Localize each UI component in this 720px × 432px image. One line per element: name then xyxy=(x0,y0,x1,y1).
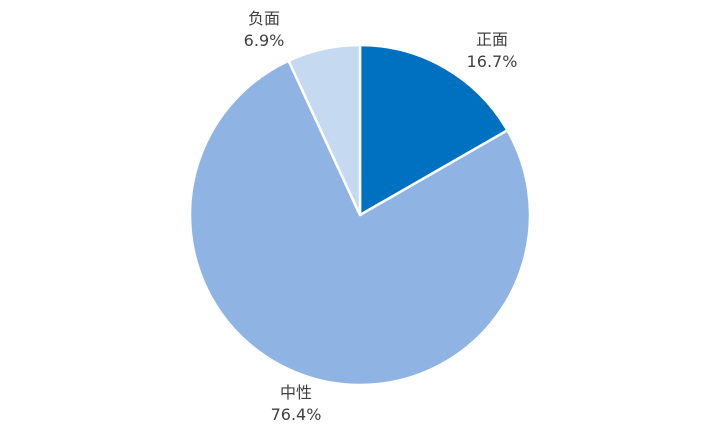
label-positive-name: 正面 xyxy=(475,30,509,49)
label-neutral-name: 中性 xyxy=(279,383,313,402)
slice-neutral xyxy=(188,59,532,387)
label-positive-value: 16.7% xyxy=(466,52,518,71)
label-negative-value: 6.9% xyxy=(243,31,285,50)
label-positive: 正面 16.7% xyxy=(467,29,518,73)
label-negative: 负面 6.9% xyxy=(244,8,285,52)
label-neutral: 中性 76.4% xyxy=(271,382,322,426)
slice-negative xyxy=(287,43,362,217)
label-neutral-value: 76.4% xyxy=(270,405,322,424)
label-negative-name: 负面 xyxy=(247,9,280,28)
slice-positive xyxy=(358,43,509,217)
